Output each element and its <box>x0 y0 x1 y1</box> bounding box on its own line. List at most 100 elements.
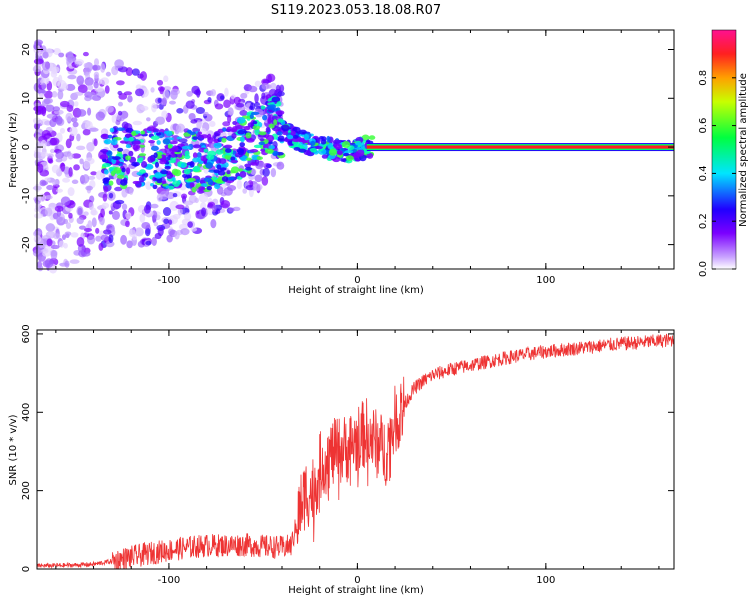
spectrogram-blob <box>50 250 58 260</box>
spectrogram-track-blob <box>168 185 175 190</box>
spectrogram-track-blob <box>147 165 154 169</box>
spectrogram-track-blob <box>246 157 252 161</box>
spectrogram-blob <box>265 163 272 169</box>
spectrogram-track-blob <box>273 119 278 126</box>
spectrogram-blob <box>248 105 254 110</box>
spectrogram-blob <box>63 166 71 175</box>
spectrogram-blob <box>42 52 49 59</box>
spectrogram-blob <box>46 238 53 247</box>
spectrogram-track-blob <box>161 180 167 185</box>
spectrogram-blob <box>145 240 152 246</box>
spectrogram-blob <box>100 208 105 218</box>
spectrogram-track-blob <box>116 174 125 179</box>
spectrogram-blob <box>59 100 70 108</box>
spectrogram-blob <box>227 131 233 137</box>
spectrogram-blob <box>73 91 84 96</box>
spectrogram-blob <box>95 227 100 234</box>
spectrogram-blob <box>43 90 54 99</box>
spectrogram-blob <box>188 112 196 121</box>
spectrogram-track-blob <box>268 123 275 129</box>
spectrogram-track-blob <box>215 149 224 155</box>
spectrogram-track-blob <box>108 180 114 186</box>
spectrogram-blob <box>169 200 179 211</box>
spectrogram-blob <box>252 183 263 191</box>
spectrogram-blob <box>93 138 98 147</box>
spectrogram-track-blob <box>125 167 131 175</box>
spectrogram-blob <box>75 145 86 151</box>
spectrogram-track-blob <box>150 158 156 162</box>
spectrogram-track-blob <box>239 171 247 178</box>
spectrogram-track-blob <box>192 157 201 163</box>
spectrogram-track-blob <box>166 172 174 179</box>
spectrogram-track-blob <box>245 132 252 139</box>
spectrogram-blob <box>53 47 62 56</box>
spectrogram-track-blob <box>222 127 227 132</box>
spectrogram-blob <box>56 188 63 193</box>
spectrogram-blob <box>65 138 72 149</box>
spectrogram-blob <box>37 264 44 272</box>
spectrogram-track-blob <box>267 116 272 124</box>
spectrogram-track-blob <box>195 179 200 184</box>
spectrogram-track-blob <box>171 177 176 182</box>
spectrogram-blob <box>120 234 128 245</box>
spectrogram-track-blob <box>360 142 365 149</box>
spectrogram-track-blob <box>200 155 206 162</box>
spectrogram-track-blob <box>214 183 221 190</box>
spectrogram-blob <box>77 207 83 216</box>
spectrogram-track-blob <box>109 127 115 133</box>
spectrogram-track-blob <box>200 183 208 188</box>
spectrogram-track-blob <box>110 138 118 146</box>
spectrogram-track-blob <box>131 130 137 137</box>
spectrogram-track-blob <box>128 150 134 157</box>
spectrogram-track-blob <box>237 130 246 135</box>
spectrogram-blob <box>55 151 64 160</box>
spectrogram-track-blob <box>116 127 126 132</box>
spectrogram-blob <box>210 219 217 229</box>
spectrogram-track-blob <box>240 136 245 143</box>
spectrogram-blob <box>245 184 255 191</box>
spectrogram-track-blob <box>238 168 244 172</box>
spectrogram-track-blob <box>271 115 278 121</box>
spectrogram-blob <box>121 189 128 198</box>
spectrogram-blob <box>115 119 121 126</box>
spectrogram-blob <box>44 207 53 217</box>
spectrogram-blob <box>183 200 194 206</box>
spectrogram-track-blob <box>272 150 279 156</box>
spectrogram-blob <box>156 79 164 86</box>
spectrogram-blob <box>95 235 102 242</box>
spectrogram-blob <box>67 74 77 80</box>
spectrogram-track-blob <box>249 149 259 153</box>
spectrogram-blob <box>91 217 97 228</box>
spectrogram-track-blob <box>128 136 134 142</box>
spectrogram-track-blob <box>99 154 108 160</box>
spectrogram-blob <box>51 91 58 98</box>
spectrogram-blob <box>125 220 130 228</box>
spectrogram-track-blob <box>183 168 191 175</box>
spectrogram-track-blob <box>287 134 294 140</box>
spectrogram-track-blob <box>189 160 195 168</box>
spectrogram-blob <box>33 58 44 65</box>
colorbar-tick-label: 0.4 <box>698 165 709 181</box>
snr-ylabel: SNR (10 * v/v) <box>8 414 19 485</box>
spectrogram-blob <box>59 127 66 134</box>
spectrogram-track-blob <box>176 136 182 140</box>
spectrogram-blob <box>74 59 85 65</box>
spectrogram-blob <box>95 111 105 121</box>
spectrogram-track-blob <box>254 128 260 136</box>
spectrogram-blob <box>135 84 143 91</box>
spectrogram-blob <box>45 223 56 232</box>
spectrogram-track-blob <box>102 158 107 163</box>
spectrogram-track-blob <box>172 180 180 187</box>
spectrogram-track-blob <box>252 125 261 131</box>
spectrogram-blob <box>156 193 163 202</box>
spectrogram-track-blob <box>230 159 239 164</box>
spectrogram-blob <box>270 82 277 90</box>
spectrogram-blob <box>82 129 91 136</box>
spectrogram-blob <box>144 227 151 237</box>
spectrogram-blob <box>176 108 184 114</box>
spectrogram-track-blob <box>266 105 275 110</box>
spectrogram-blob <box>52 76 61 87</box>
spectrogram-blob <box>69 259 80 264</box>
spectrogram-track-blob <box>268 145 276 150</box>
